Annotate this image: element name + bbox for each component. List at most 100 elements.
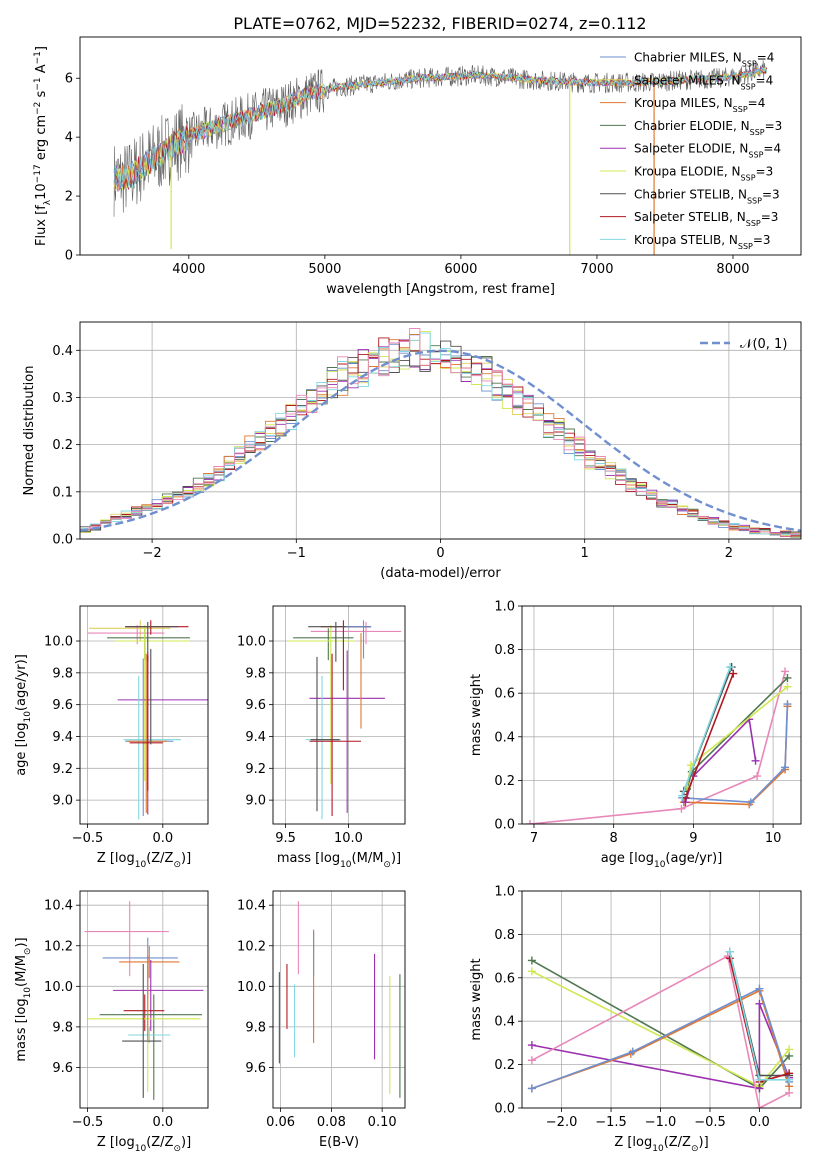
x-axis-label: wavelength [Angstrom, rest frame] — [326, 282, 555, 297]
weight-marker — [753, 772, 762, 781]
y-tick-label: 9.8 — [52, 666, 73, 681]
weight-line-chabrier_miles — [531, 987, 790, 1090]
weight-marker — [785, 1075, 794, 1084]
y-axis-label-part: ] — [34, 46, 49, 51]
weight-marker — [527, 956, 536, 965]
y-tick-label: 1.0 — [494, 600, 515, 615]
y-axis-label-part: mass [log — [14, 998, 29, 1061]
axes-frame — [521, 890, 802, 1109]
y-axis-label-part: A — [34, 64, 49, 77]
x-tick-label: −2 — [143, 546, 162, 561]
weight-line-salpeter_stelib — [684, 673, 734, 799]
y-tick-label: 0.4 — [494, 730, 515, 745]
y-axis-label-part: ⊙ — [23, 948, 33, 956]
legend-label-sub: SSP — [746, 219, 761, 228]
legend-label-text: Chabrier STELIB, N — [634, 187, 747, 201]
weight-marker — [726, 663, 735, 672]
x-tick-label: 7000 — [580, 262, 613, 277]
y-axis-label: mass weight — [469, 674, 484, 756]
y-tick-label: 9.6 — [245, 1061, 266, 1076]
x-axis-label: Z [log10(Z/Z⊙)] — [97, 851, 191, 870]
y-tick-label: 10.0 — [44, 980, 73, 995]
x-tick-label: 1 — [581, 546, 589, 561]
x-axis-label-part: Z [log — [97, 851, 135, 866]
x-axis-label-part: (M/M — [352, 851, 384, 866]
x-axis-label-part: 10 — [135, 1144, 147, 1154]
y-tick-label: 0 — [65, 249, 73, 264]
legend-label: Kroupa STELIB, NSSP=3 — [634, 233, 771, 251]
y-axis-label: Flux [fλ10−17 erg cm−2 s−1 A−1] — [33, 46, 53, 246]
weight-marker — [628, 1047, 637, 1056]
y-axis-label-part: s — [34, 90, 49, 101]
y-tick-label: 0.0 — [494, 1102, 515, 1117]
legend-label-suffix: =3 — [756, 165, 774, 179]
y-tick-label: 0.4 — [494, 1015, 515, 1030]
legend-label-suffix: =4 — [748, 96, 766, 110]
legend-label-text: Salpeter STELIB, N — [634, 210, 746, 224]
x-axis-label-part: ⊙ — [383, 860, 391, 870]
legend-label-text: Salpeter MILES, N — [634, 73, 741, 87]
x-tick-label: −0.5 — [72, 1115, 104, 1130]
weight-marker — [755, 999, 764, 1008]
y-axis-label: mass weight — [469, 958, 484, 1040]
y-tick-label: 0.0 — [494, 818, 515, 833]
x-axis-label-part: )] — [181, 1135, 191, 1150]
x-axis-label: Z [log10(Z/Z⊙)] — [97, 1135, 191, 1154]
y-tick-label: 9.4 — [52, 730, 73, 745]
plot-area — [113, 60, 767, 255]
x-axis-label-part: 10 — [654, 860, 666, 870]
legend-label-text: Chabrier ELODIE, N — [634, 119, 750, 133]
y-tick-label: 9.8 — [245, 666, 266, 681]
x-tick-label: 10 — [765, 831, 782, 846]
weight-line-kroupa_stelib — [681, 666, 731, 796]
x-tick-label: 9 — [689, 831, 697, 846]
x-axis-label-part: (Z/Z — [664, 1135, 691, 1150]
weight-marker — [678, 791, 687, 800]
x-axis-label-part: ⊙ — [691, 1144, 699, 1154]
x-axis-label-part: )] — [181, 851, 191, 866]
y-tick-label: 0.8 — [494, 928, 515, 943]
spectrum-line-salpeter_stelib — [113, 67, 767, 190]
weight-vs-metallicity-panel: −2.0 −1.5 −1.0 −0.5 0.0 0.0 0.2 0.4 0.6 0.8 1.0 mas… — [469, 885, 802, 1154]
y-tick-label: 9.6 — [245, 698, 266, 713]
y-axis-label-part: −1 — [33, 51, 43, 64]
legend-label: Salpeter MILES, NSSP=4 — [634, 73, 773, 91]
mass-vs-ebv-panel: 0.06 0.08 0.10 9.6 9.8 10.0 10.2 10.4 E(B-V) — [237, 890, 406, 1150]
y-axis-label-part: age [log — [14, 723, 29, 776]
y-tick-label: 0.2 — [494, 774, 515, 789]
age-vs-mass-panel: 9.5 10.0 9.0 9.2 9.4 9.6 9.8 10.0 mass [log10(M/… — [237, 605, 406, 870]
x-tick-label: 8 — [610, 831, 618, 846]
x-tick-label: 2 — [725, 546, 733, 561]
x-axis-label-part: 10 — [340, 860, 352, 870]
x-axis-label-part: age [log — [601, 851, 654, 866]
residuals-panel: −2 −1 0 1 2 0.0 0.1 0.2 0.3 0.4 Normed distributio… — [22, 321, 802, 581]
x-axis-label-part: )] — [699, 1135, 709, 1150]
y-tick-label: 10.2 — [237, 939, 266, 954]
y-tick-label: 9.0 — [245, 794, 266, 809]
weight-marker — [527, 967, 536, 976]
y-tick-label: 10.0 — [237, 980, 266, 995]
y-tick-label: 0.2 — [494, 1058, 515, 1073]
x-tick-label: 9.5 — [275, 831, 296, 846]
y-axis-label-part: λ — [43, 199, 53, 205]
y-tick-label: 0.4 — [52, 344, 73, 359]
legend-label-sub: SSP — [741, 173, 756, 182]
weight-marker — [725, 947, 734, 956]
x-tick-label: −1.0 — [645, 1115, 677, 1130]
legend-label-sub: SSP — [747, 196, 762, 205]
x-axis-label-part: 10 — [652, 1144, 664, 1154]
weight-marker — [729, 669, 738, 678]
y-tick-label: 0.8 — [494, 643, 515, 658]
legend-label-sub: SSP — [741, 82, 756, 91]
plot-area — [80, 328, 801, 538]
legend-label-sub: SSP — [733, 105, 748, 114]
x-axis-label-part: Z [log — [614, 1135, 652, 1150]
legend-label-suffix: =4 — [756, 73, 774, 87]
y-tick-label: 0.1 — [52, 485, 73, 500]
x-tick-label: −0.5 — [72, 831, 104, 846]
legend-label: Chabrier ELODIE, NSSP=3 — [634, 119, 782, 137]
x-tick-label: 8000 — [716, 262, 749, 277]
y-axis-label-part: (M/M — [14, 955, 29, 987]
plot-area — [525, 663, 792, 824]
